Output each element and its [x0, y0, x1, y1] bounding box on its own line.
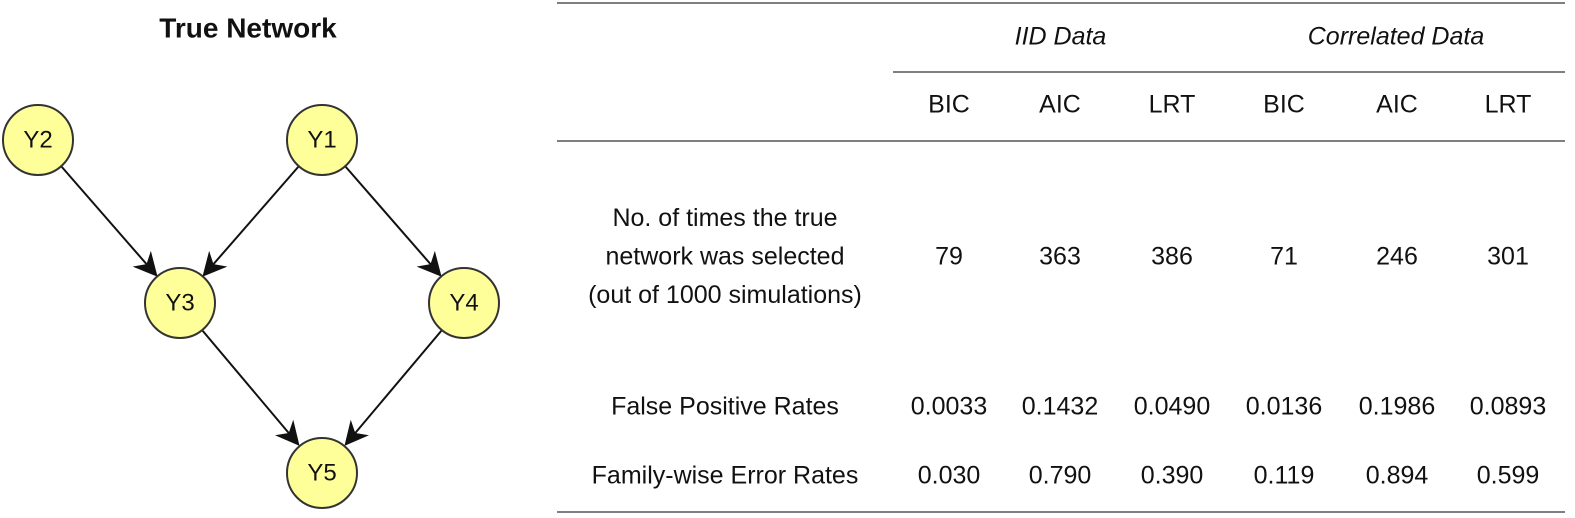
node — [2, 104, 74, 176]
edge — [201, 329, 300, 446]
cell: 0.599 — [1477, 462, 1540, 490]
nodes: Y2 Y1 Y3 Y4 Y5 — [2, 104, 500, 509]
edges — [60, 165, 443, 446]
cell: 0.0490 — [1134, 393, 1210, 421]
cell: 0.390 — [1141, 462, 1204, 490]
node — [428, 267, 500, 339]
network-diagram: True Network Y2 Y1 Y3 Y4 Y5 — [2, 12, 500, 509]
node-label: Y3 — [165, 289, 194, 316]
node — [144, 267, 216, 339]
results-table: IID Data Correlated Data BIC AIC LRT BIC AIC LR… — [557, 2, 1565, 513]
row-label: No. of times the true — [612, 204, 837, 232]
row-label: (out of 1000 simulations) — [588, 281, 862, 309]
row-label: network was selected — [605, 243, 844, 271]
cell: 0.1432 — [1022, 393, 1098, 421]
column-header: LRT — [1149, 91, 1196, 119]
column-header: AIC — [1039, 91, 1081, 119]
cell: 246 — [1376, 243, 1418, 271]
group-header: Correlated Data — [1308, 23, 1485, 51]
column-header: BIC — [928, 91, 970, 119]
edge — [344, 329, 443, 446]
cell: 0.0136 — [1246, 393, 1322, 421]
node-label: Y5 — [307, 459, 336, 486]
column-header: LRT — [1485, 91, 1532, 119]
node — [286, 437, 358, 509]
node — [286, 104, 358, 176]
cell: 71 — [1270, 243, 1298, 271]
cell: 0.0033 — [911, 393, 987, 421]
row-label: Family-wise Error Rates — [592, 462, 859, 490]
diagram-title: True Network — [159, 12, 337, 43]
cell: 0.1986 — [1359, 393, 1435, 421]
cell: 363 — [1039, 243, 1081, 271]
node-label: Y1 — [307, 126, 336, 153]
row-label: False Positive Rates — [611, 393, 839, 421]
cell: 301 — [1487, 243, 1529, 271]
column-header: AIC — [1376, 91, 1418, 119]
cell: 0.119 — [1254, 462, 1315, 490]
cell: 0.030 — [918, 462, 981, 490]
edge — [344, 165, 442, 277]
group-header: IID Data — [1015, 23, 1107, 51]
cell: 0.894 — [1366, 462, 1429, 490]
cell: 0.790 — [1029, 462, 1092, 490]
edge — [202, 165, 300, 277]
cell: 386 — [1151, 243, 1193, 271]
node-label: Y4 — [449, 289, 478, 316]
edge — [60, 165, 158, 277]
cell: 79 — [935, 243, 963, 271]
node-label: Y2 — [23, 126, 52, 153]
column-header: BIC — [1263, 91, 1305, 119]
cell: 0.0893 — [1470, 393, 1546, 421]
